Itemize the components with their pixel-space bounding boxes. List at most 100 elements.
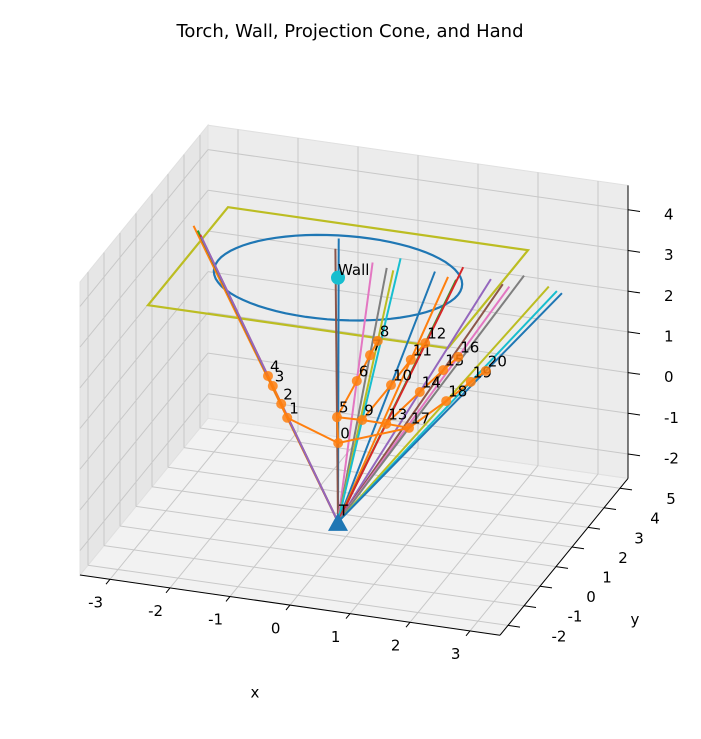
tick-mark xyxy=(105,578,111,585)
hand-point-label: 8 xyxy=(380,322,390,340)
grid-line xyxy=(207,352,629,414)
tick-mark xyxy=(627,209,641,212)
projection-ray xyxy=(334,248,339,522)
hand-point xyxy=(365,350,375,361)
projection-ray xyxy=(337,262,374,523)
tick-mark xyxy=(627,249,641,253)
tick-mark xyxy=(619,487,633,491)
grid-line xyxy=(79,189,209,348)
hand-point-label: 20 xyxy=(488,352,507,370)
hand-bone xyxy=(337,426,410,444)
hand-point xyxy=(263,370,273,381)
tick-mark xyxy=(225,596,231,602)
grid-line xyxy=(169,430,299,589)
tick-mark xyxy=(507,624,521,628)
plot: 01234567891011121314151617181920WallT xyxy=(145,206,563,531)
hand-point-label: 5 xyxy=(339,399,349,417)
hand-point-label: 2 xyxy=(283,385,293,403)
tick-mark xyxy=(627,372,641,375)
wall-label: Wall xyxy=(338,261,369,279)
x-tick-label: 1 xyxy=(331,628,341,646)
projection-ray xyxy=(337,275,525,523)
hand-point xyxy=(381,418,392,429)
grid-line xyxy=(119,525,541,587)
grid-line xyxy=(109,422,239,580)
grid-line xyxy=(135,505,557,568)
grid-line xyxy=(183,447,605,509)
tick-mark xyxy=(345,613,351,619)
x-tick-label: -2 xyxy=(148,602,163,620)
hand-bone xyxy=(336,380,358,418)
x-axis-label: x xyxy=(251,684,260,702)
grid-line xyxy=(103,545,525,607)
tick-mark xyxy=(465,630,471,637)
hand-point xyxy=(414,387,425,398)
projection-ray xyxy=(337,258,402,523)
hand-point xyxy=(420,338,431,349)
projection-ray xyxy=(337,266,465,523)
cone-circle xyxy=(212,233,464,322)
hand-point-label: 9 xyxy=(364,401,374,419)
grid-line xyxy=(79,393,209,551)
hand-point-label: 16 xyxy=(460,338,479,356)
axis-line xyxy=(499,478,629,636)
grid-line xyxy=(79,352,209,511)
projection-ray xyxy=(337,267,388,523)
hand-point xyxy=(276,398,287,409)
hand-point-label: 10 xyxy=(393,367,412,385)
x-tick-label: 0 xyxy=(271,619,281,637)
tick-mark xyxy=(165,587,171,594)
y-tick-label: -1 xyxy=(568,608,583,626)
hand-point-label: 3 xyxy=(275,368,285,386)
z-tick-label: -1 xyxy=(664,409,679,427)
tick-mark xyxy=(539,585,553,589)
hand-bone xyxy=(445,381,472,402)
y-tick-label: 4 xyxy=(650,510,660,528)
grid-line xyxy=(79,149,209,307)
grid-line xyxy=(469,473,599,632)
grid-line xyxy=(207,271,629,333)
hand-point xyxy=(465,376,476,387)
grid-line xyxy=(207,149,629,211)
tick-mark xyxy=(571,546,585,550)
hand-point xyxy=(405,354,416,365)
grid-line xyxy=(199,427,621,489)
hand-point-label: 18 xyxy=(448,383,467,401)
grid-line xyxy=(409,465,539,623)
hand-point-label: 12 xyxy=(427,325,446,343)
grid-line xyxy=(87,564,509,626)
hand-bone xyxy=(361,384,392,421)
x-tick-label: 2 xyxy=(391,637,401,655)
grid-line xyxy=(151,486,573,548)
z-tick-label: -2 xyxy=(664,450,679,468)
wall-point xyxy=(331,270,345,285)
projection-ray xyxy=(337,271,436,523)
hand-bone xyxy=(286,416,339,444)
grid-line xyxy=(167,466,589,528)
hand-point xyxy=(441,396,452,407)
hand-point-label: 6 xyxy=(359,362,369,380)
hand-point xyxy=(386,380,396,391)
hand-bone xyxy=(419,369,444,393)
projection-ray xyxy=(337,278,492,523)
axis-line xyxy=(79,574,501,636)
hand-point xyxy=(404,422,414,433)
torch-label: T xyxy=(338,501,349,519)
grid-line xyxy=(349,456,479,615)
z-tick-label: 4 xyxy=(664,205,674,223)
grid-line xyxy=(79,271,209,429)
y-tick-label: 5 xyxy=(666,490,676,508)
projection-ray xyxy=(337,276,449,523)
z-tick-label: 3 xyxy=(664,246,674,264)
hand-point xyxy=(282,412,293,423)
y-axis-label: y xyxy=(631,611,640,629)
z-tick-label: 1 xyxy=(664,328,674,346)
chart-title: Torch, Wall, Projection Cone, and Hand xyxy=(175,21,523,42)
tick-mark xyxy=(523,605,537,609)
tick-mark xyxy=(627,290,641,294)
y-tick-label: 0 xyxy=(586,588,596,606)
hand-point-label: 1 xyxy=(289,399,299,417)
z-tick-label: 2 xyxy=(664,287,674,305)
projection-ray xyxy=(337,292,563,523)
